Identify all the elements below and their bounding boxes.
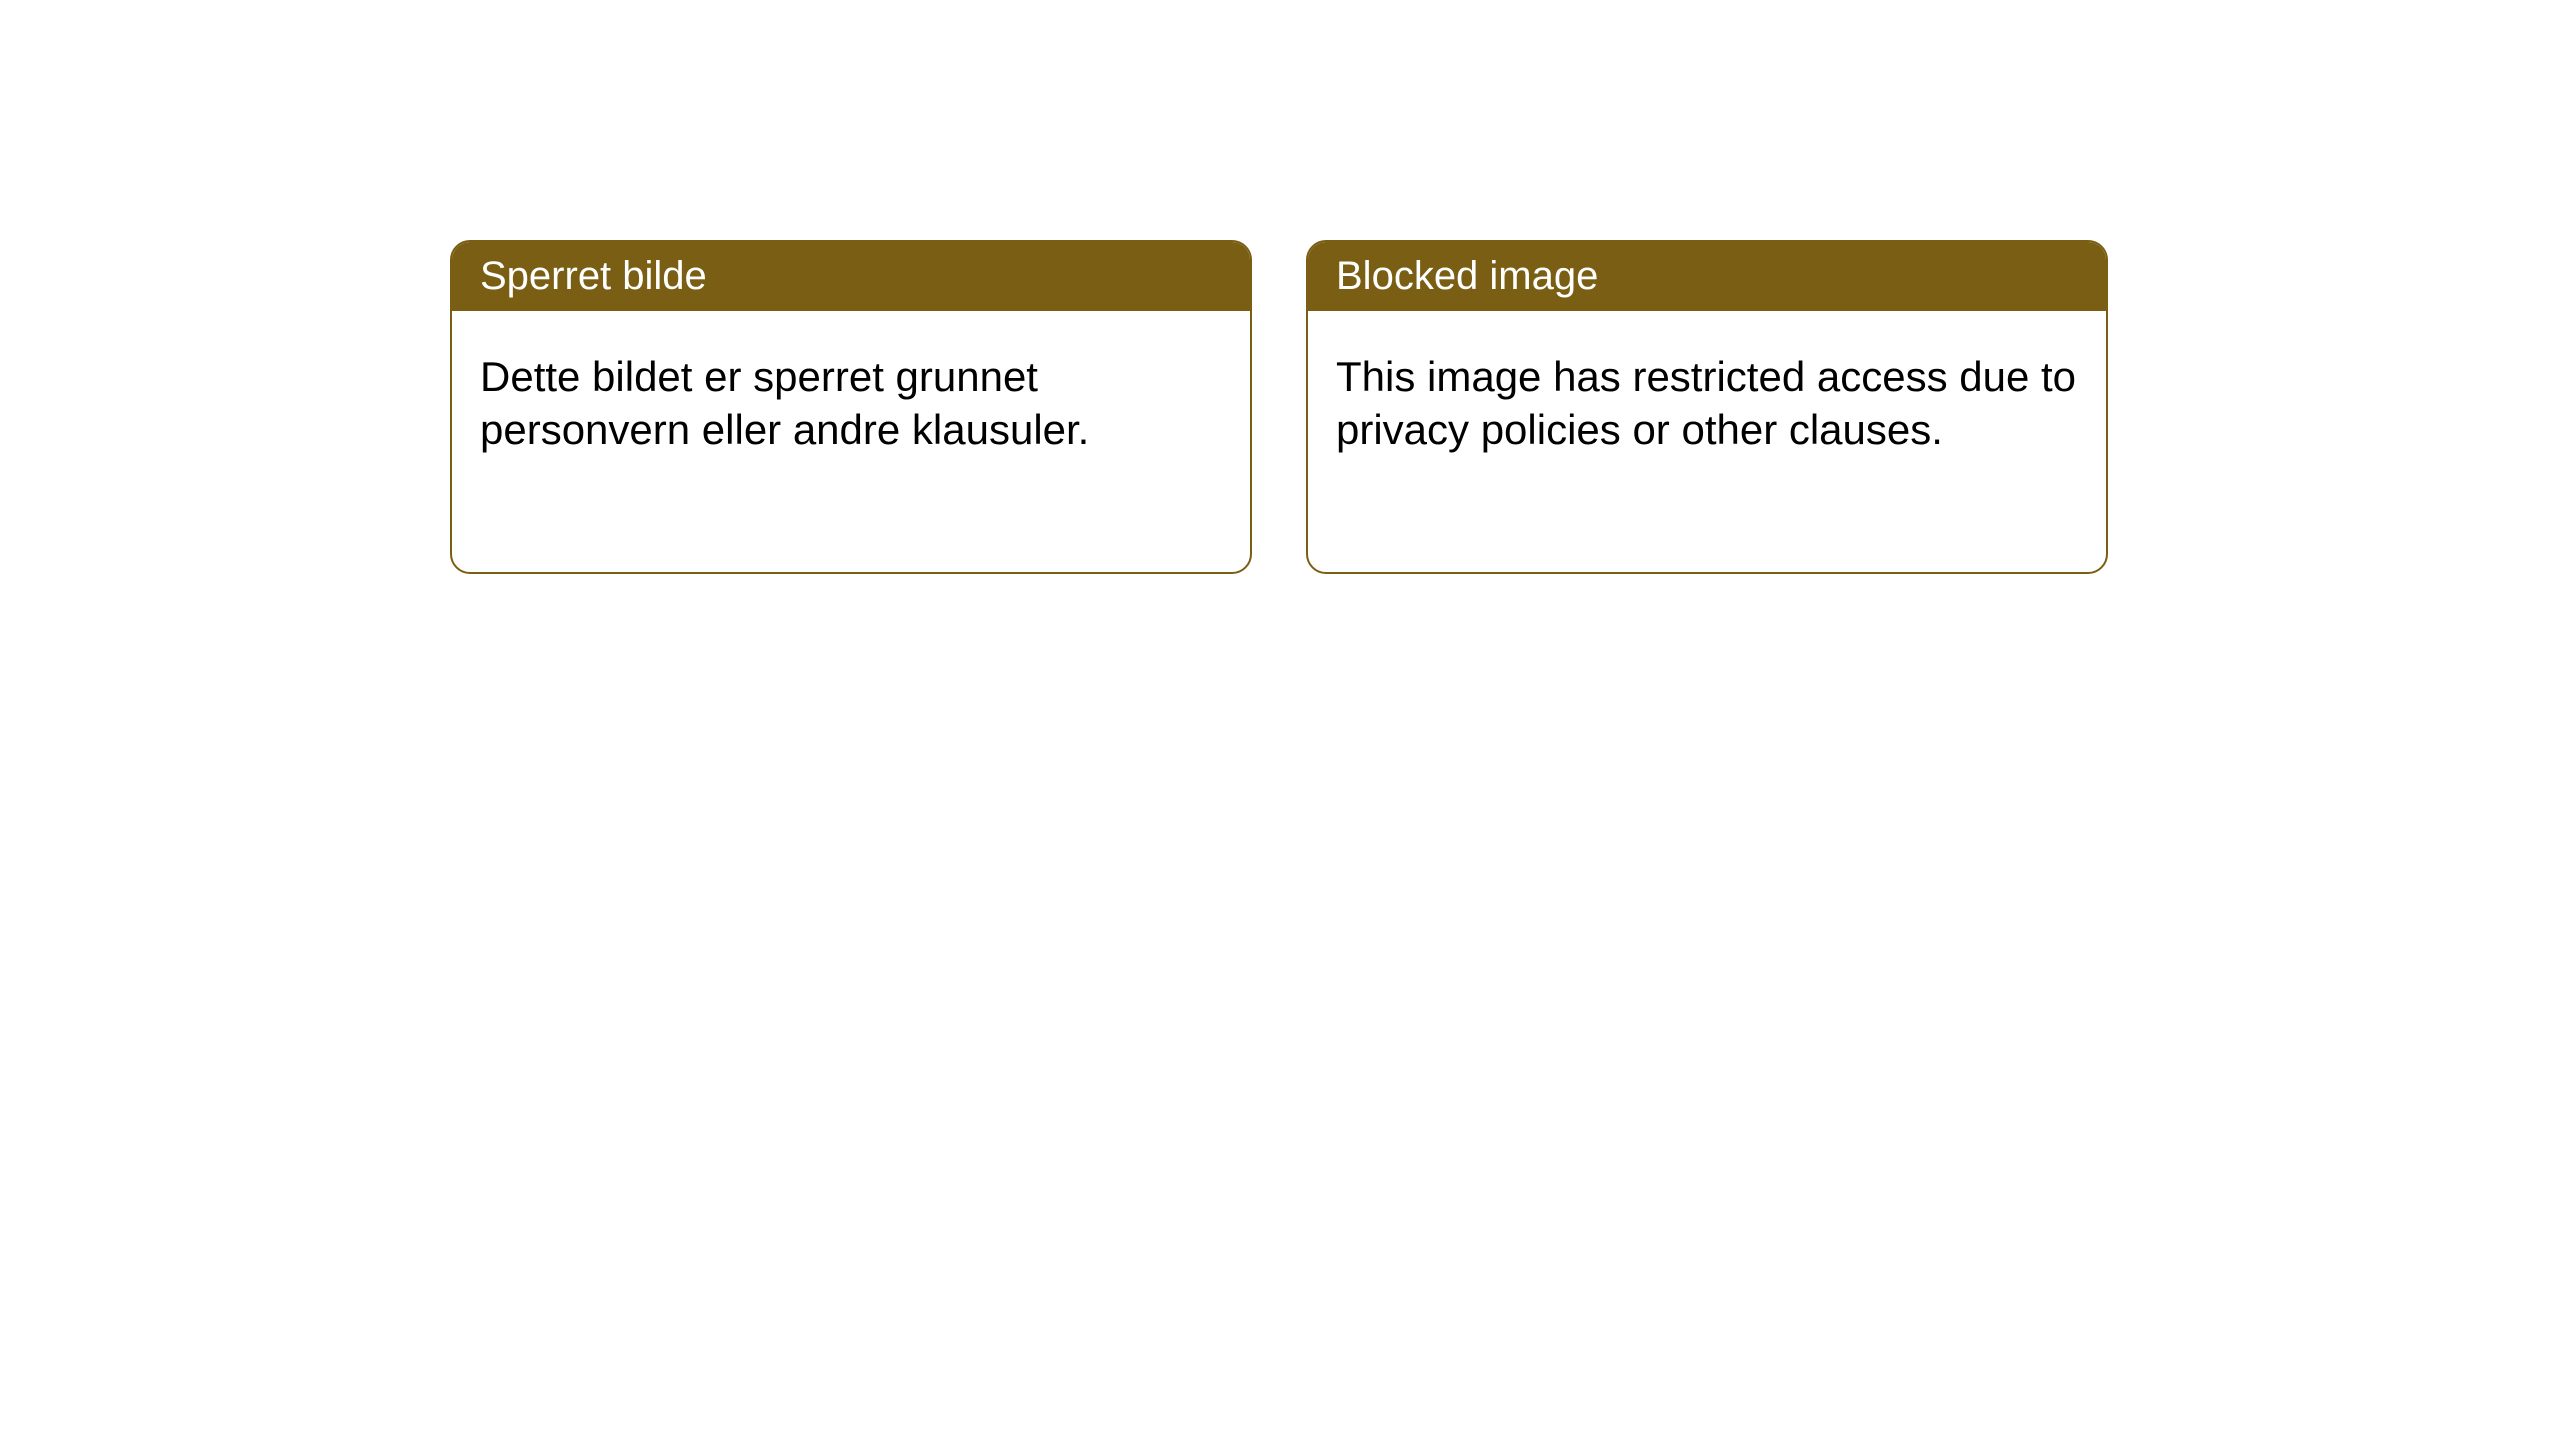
- panel-title: Sperret bilde: [480, 254, 707, 298]
- panel-body: This image has restricted access due to …: [1308, 311, 2106, 496]
- panel-body: Dette bildet er sperret grunnet personve…: [452, 311, 1250, 496]
- panel-body-text: Dette bildet er sperret grunnet personve…: [480, 353, 1089, 453]
- blocked-image-panel-no: Sperret bilde Dette bildet er sperret gr…: [450, 240, 1252, 574]
- panel-body-text: This image has restricted access due to …: [1336, 353, 2076, 453]
- panels-container: Sperret bilde Dette bildet er sperret gr…: [0, 0, 2560, 574]
- panel-title: Blocked image: [1336, 254, 1598, 298]
- blocked-image-panel-en: Blocked image This image has restricted …: [1306, 240, 2108, 574]
- panel-header: Sperret bilde: [452, 242, 1250, 311]
- panel-header: Blocked image: [1308, 242, 2106, 311]
